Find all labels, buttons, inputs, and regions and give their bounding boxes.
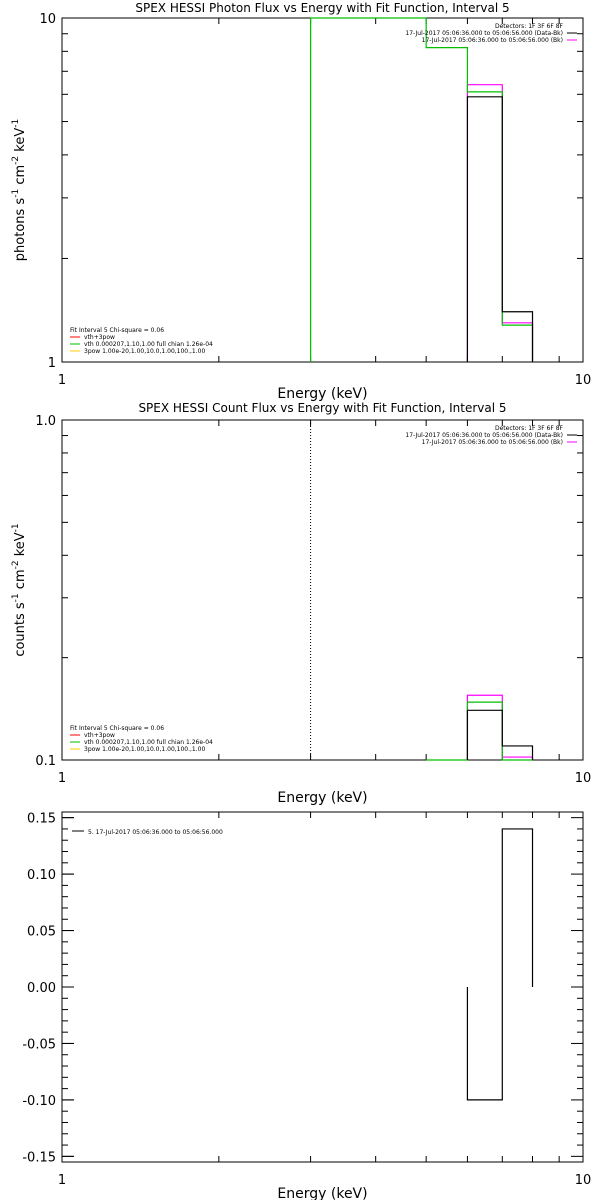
legend-entry: 17-Jul-2017 05:06:36.000 to 05:06:56.000…	[405, 432, 563, 439]
chart-title: SPEX HESSI Count Flux vs Energy with Fit…	[138, 401, 506, 415]
y-tick-label: -0.15	[22, 1150, 56, 1165]
legend-entry: Fit Interval 5 Chi-square = 0.06	[70, 725, 164, 732]
y-tick-label: 0.00	[27, 981, 56, 996]
legend-entry: vth 0.000207,1.10,1.00 full chian 1.26e-…	[84, 739, 213, 746]
legend-entry: 17-Jul-2017 05:06:36.000 to 05:06:56.000…	[422, 439, 563, 446]
series-step-1	[466, 694, 534, 760]
legend-entry: vth+3pow	[84, 732, 115, 739]
legend-entry: Detectors: 1F 3F 6F 8F	[495, 425, 564, 432]
plot-panel-2: SPEX HESSI Count Flux vs Energy with Fit…	[11, 401, 591, 806]
y-tick-label: 0.10	[27, 868, 56, 883]
y-tick-label: 0.05	[27, 925, 56, 940]
plot-panel-3: 1 10 Energy (keV) 0.15 0.10 0.05 0.00 -0.05 -0.1…	[22, 811, 592, 1200]
y-tick-label: -0.05	[22, 1037, 56, 1052]
y-tick-label: 1.0	[35, 414, 56, 429]
plot-frame	[61, 17, 584, 363]
legend-entry: Fit Interval 5 Chi-square = 0.06	[70, 327, 164, 334]
y-axis-label: counts s-1 cm-2 keV-1	[11, 523, 28, 656]
y-tick-label: 0.15	[27, 812, 56, 827]
series-step-3	[466, 709, 534, 760]
y-tick-label: 1	[48, 356, 56, 371]
legend-entry: 3pow 1.00e-20,1.00,10.0,1.00,100.,1.00	[84, 348, 205, 355]
legend-entry: 17-Jul-2017 05:06:36.000 to 05:06:56.000…	[405, 30, 563, 37]
x-tick-label: 10	[575, 373, 592, 388]
x-axis-label: Energy (keV)	[277, 790, 367, 806]
y-axis-label: photons s-1 cm-2 keV-1	[11, 119, 28, 261]
y-tick-label: 0.1	[35, 754, 56, 769]
chart-title: SPEX HESSI Photon Flux vs Energy with Fi…	[135, 1, 509, 15]
legend-entry: 17-Jul-2017 05:06:36.000 to 05:06:56.000…	[422, 37, 563, 44]
legend-entry: vth 0.000207,1.10,1.00 full chian 1.26e-…	[84, 341, 213, 348]
legend-entry: 3pow 1.00e-20,1.00,10.0,1.00,100.,1.00	[84, 746, 205, 753]
legend-entry: 5. 17-Jul-2017 05:06:36.000 to 05:06:56.…	[88, 829, 223, 836]
plot-frame	[61, 419, 584, 761]
x-axis-label: Energy (keV)	[277, 1186, 367, 1200]
x-axis-label: Energy (keV)	[277, 386, 367, 402]
y-tick-label: -0.10	[22, 1094, 56, 1109]
plot-frame	[61, 811, 584, 1163]
series-step-1	[466, 84, 534, 362]
x-tick-label: 10	[575, 1173, 592, 1188]
x-tick-label: 1	[58, 771, 66, 786]
legend-entry: vth+3pow	[84, 334, 115, 341]
y-tick-label: 10	[39, 12, 56, 27]
plot-panel-1: SPEX HESSI Photon Flux vs Energy with Fi…	[11, 1, 591, 402]
legend-entry: Detectors: 1F 3F 6F 8F	[495, 23, 564, 30]
series-step-2	[309, 17, 534, 362]
series-step-1	[466, 828, 534, 1101]
x-tick-label: 1	[58, 1173, 66, 1188]
x-tick-label: 1	[58, 373, 66, 388]
series-step-3	[466, 96, 534, 362]
x-tick-label: 10	[575, 771, 592, 786]
series-step-2	[426, 701, 533, 761]
